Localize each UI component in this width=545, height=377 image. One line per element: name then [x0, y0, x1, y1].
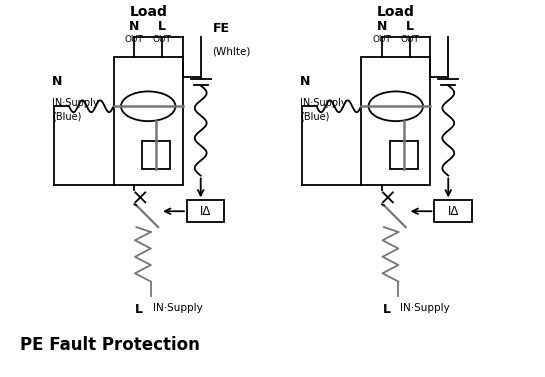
Bar	[361, 57, 431, 185]
Bar	[142, 141, 170, 169]
Bar	[187, 200, 225, 222]
Text: N: N	[300, 75, 310, 89]
Text: N: N	[377, 20, 387, 33]
Text: OUT: OUT	[125, 35, 144, 44]
Text: IΔ: IΔ	[447, 205, 459, 218]
Ellipse shape	[368, 91, 423, 121]
Text: Load: Load	[377, 5, 415, 19]
Text: N: N	[52, 75, 63, 89]
Text: N: N	[129, 20, 140, 33]
Bar	[113, 57, 183, 185]
Text: IN·Supply: IN·Supply	[153, 303, 203, 313]
Text: OUT: OUT	[372, 35, 391, 44]
Text: FE: FE	[213, 22, 229, 35]
Text: L: L	[383, 303, 390, 316]
Text: Load: Load	[129, 5, 167, 19]
Text: IN·Supply: IN·Supply	[52, 98, 99, 108]
Bar	[434, 200, 472, 222]
Ellipse shape	[121, 91, 175, 121]
Text: IN·Supply: IN·Supply	[300, 98, 347, 108]
Text: L: L	[158, 20, 166, 33]
Text: OUT: OUT	[400, 35, 419, 44]
Text: IΔ: IΔ	[200, 205, 211, 218]
Text: PE Fault Protection: PE Fault Protection	[21, 336, 201, 354]
Text: OUT: OUT	[153, 35, 172, 44]
Text: L: L	[405, 20, 414, 33]
Text: (Blue): (Blue)	[52, 111, 82, 121]
Text: (WhIte): (WhIte)	[213, 47, 251, 57]
Text: IN·Supply: IN·Supply	[401, 303, 450, 313]
Text: (Blue): (Blue)	[300, 111, 329, 121]
Text: L: L	[135, 303, 143, 316]
Bar	[390, 141, 417, 169]
